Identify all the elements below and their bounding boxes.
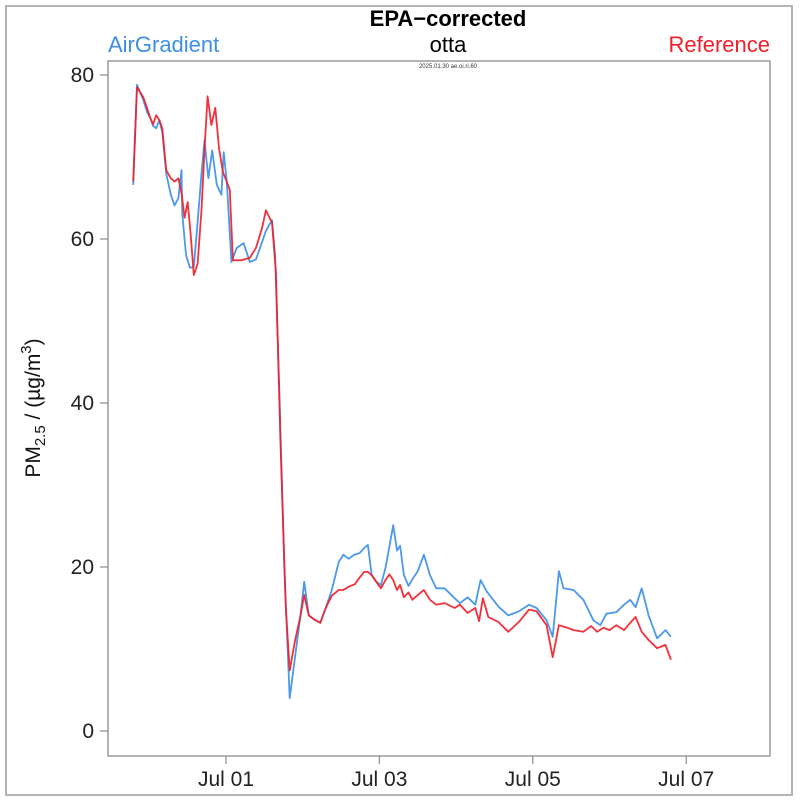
y-tick-label: 60 <box>71 228 94 251</box>
x-tick-label: Jul 01 <box>198 768 254 791</box>
series-line-reference <box>132 86 672 672</box>
series-group <box>132 83 672 700</box>
y-tick-label: 80 <box>71 64 94 87</box>
x-tick-label: Jul 07 <box>658 768 714 791</box>
legend-reference: Reference <box>668 32 770 57</box>
timestamp-annotation: 2025.01.30 ae.oi.ri.60 <box>419 64 478 70</box>
outer-frame <box>5 5 793 796</box>
x-tick-label: Jul 03 <box>351 768 407 791</box>
y-tick-label: 20 <box>71 556 94 579</box>
y-axis: 0 20 40 60 80 <box>71 64 108 743</box>
x-tick-label: Jul 05 <box>505 768 561 791</box>
series-line-airgradient <box>132 83 672 700</box>
plot-area <box>107 60 771 757</box>
chart-title: EPA−corrected <box>370 6 527 31</box>
y-tick-label: 0 <box>82 720 94 743</box>
y-tick-label: 40 <box>71 392 94 415</box>
y-axis-label: PM2.5 / (µg/m3) <box>18 338 49 477</box>
x-axis: Jul 01 Jul 03 Jul 05 Jul 07 <box>198 756 714 791</box>
chart-subtitle: otta <box>430 32 467 57</box>
legend-airgradient: AirGradient <box>108 32 219 57</box>
